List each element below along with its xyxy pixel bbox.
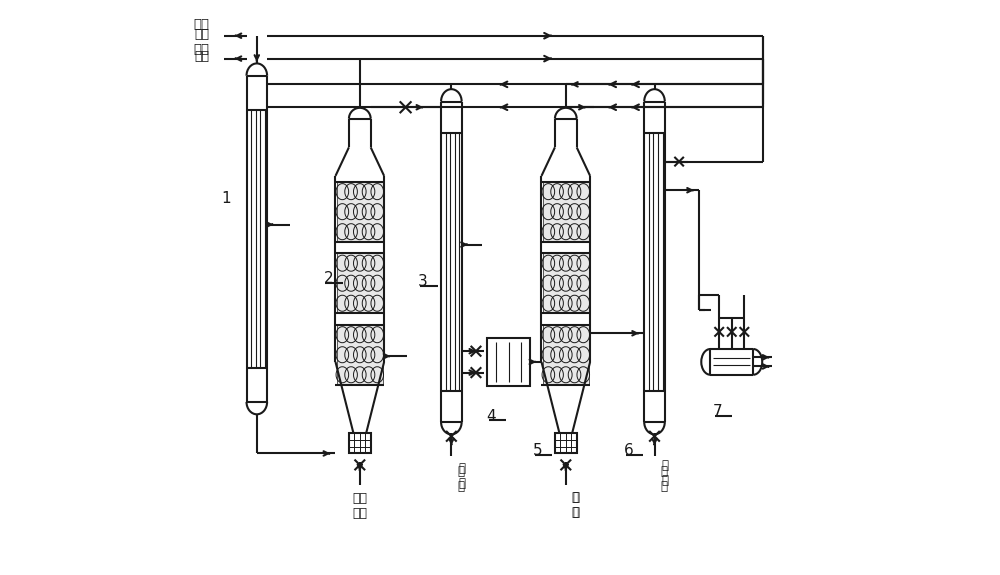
- Text: 3: 3: [418, 274, 427, 289]
- Text: 4: 4: [486, 409, 496, 424]
- Text: 排
污: 排 污: [661, 459, 668, 487]
- Text: 排
污: 排 污: [458, 462, 465, 490]
- Text: 氢气: 氢气: [194, 28, 209, 40]
- Text: 尾气: 尾气: [194, 51, 209, 63]
- Text: 7: 7: [713, 404, 722, 419]
- Bar: [555, 434, 577, 454]
- Text: 排
污: 排 污: [572, 490, 579, 519]
- Bar: [337, 182, 383, 241]
- Text: 尾气: 尾气: [193, 43, 209, 56]
- Text: 5: 5: [533, 443, 543, 458]
- Text: 2: 2: [324, 271, 333, 286]
- Text: 有机
物槽: 有机 物槽: [352, 492, 367, 520]
- Text: 排
污: 排 污: [457, 465, 464, 493]
- Text: 6: 6: [624, 443, 633, 458]
- Text: 排
污: 排 污: [573, 490, 580, 519]
- Bar: [337, 253, 383, 313]
- Bar: [487, 338, 530, 386]
- Bar: [543, 182, 589, 241]
- Bar: [543, 325, 589, 385]
- Bar: [337, 325, 383, 385]
- Bar: [349, 434, 371, 454]
- Text: 排
污: 排 污: [660, 465, 667, 493]
- Text: 1: 1: [221, 191, 231, 206]
- Text: 氢气: 氢气: [193, 18, 209, 31]
- Bar: [543, 253, 589, 313]
